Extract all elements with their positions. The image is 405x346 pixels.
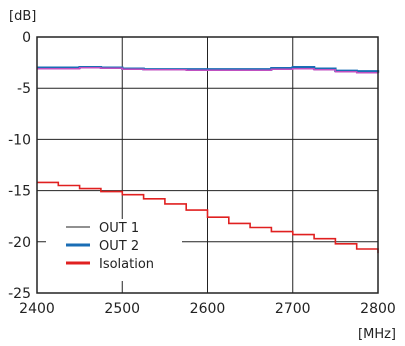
series-line-isolation [37, 181, 379, 254]
plot-frame [36, 36, 379, 294]
x-axis-unit: [MHz] [358, 327, 396, 342]
y-tick-label: -25 [8, 286, 31, 302]
y-tick-labels: 0 -5 -10 -15 -20 -25 [8, 30, 31, 302]
x-tick-label: 2700 [275, 301, 311, 317]
y-axis-unit: [dB] [9, 9, 36, 24]
y-tick-label: -15 [8, 184, 31, 200]
series-layer [37, 66, 380, 254]
x-tick-label: 2600 [190, 301, 226, 317]
x-tick-label: 2400 [19, 301, 55, 317]
y-tick-label: 0 [22, 30, 31, 46]
grid [37, 37, 378, 293]
y-tick-label: -10 [8, 132, 31, 148]
legend-label-out-2: OUT 2 [99, 239, 139, 254]
legend: OUT 1 OUT 2 Isolation [46, 219, 182, 281]
y-tick-label: -20 [8, 235, 31, 251]
x-tick-labels: 2400 2500 2600 2700 2800 [19, 301, 396, 317]
x-tick-label: 2800 [360, 301, 396, 317]
legend-label-isolation: Isolation [99, 257, 154, 272]
x-tick-label: 2500 [104, 301, 140, 317]
series-line-out-1 [37, 66, 379, 74]
y-tick-label: -5 [17, 81, 31, 97]
legend-label-out-1: OUT 1 [99, 221, 139, 236]
legend-background [46, 219, 182, 281]
